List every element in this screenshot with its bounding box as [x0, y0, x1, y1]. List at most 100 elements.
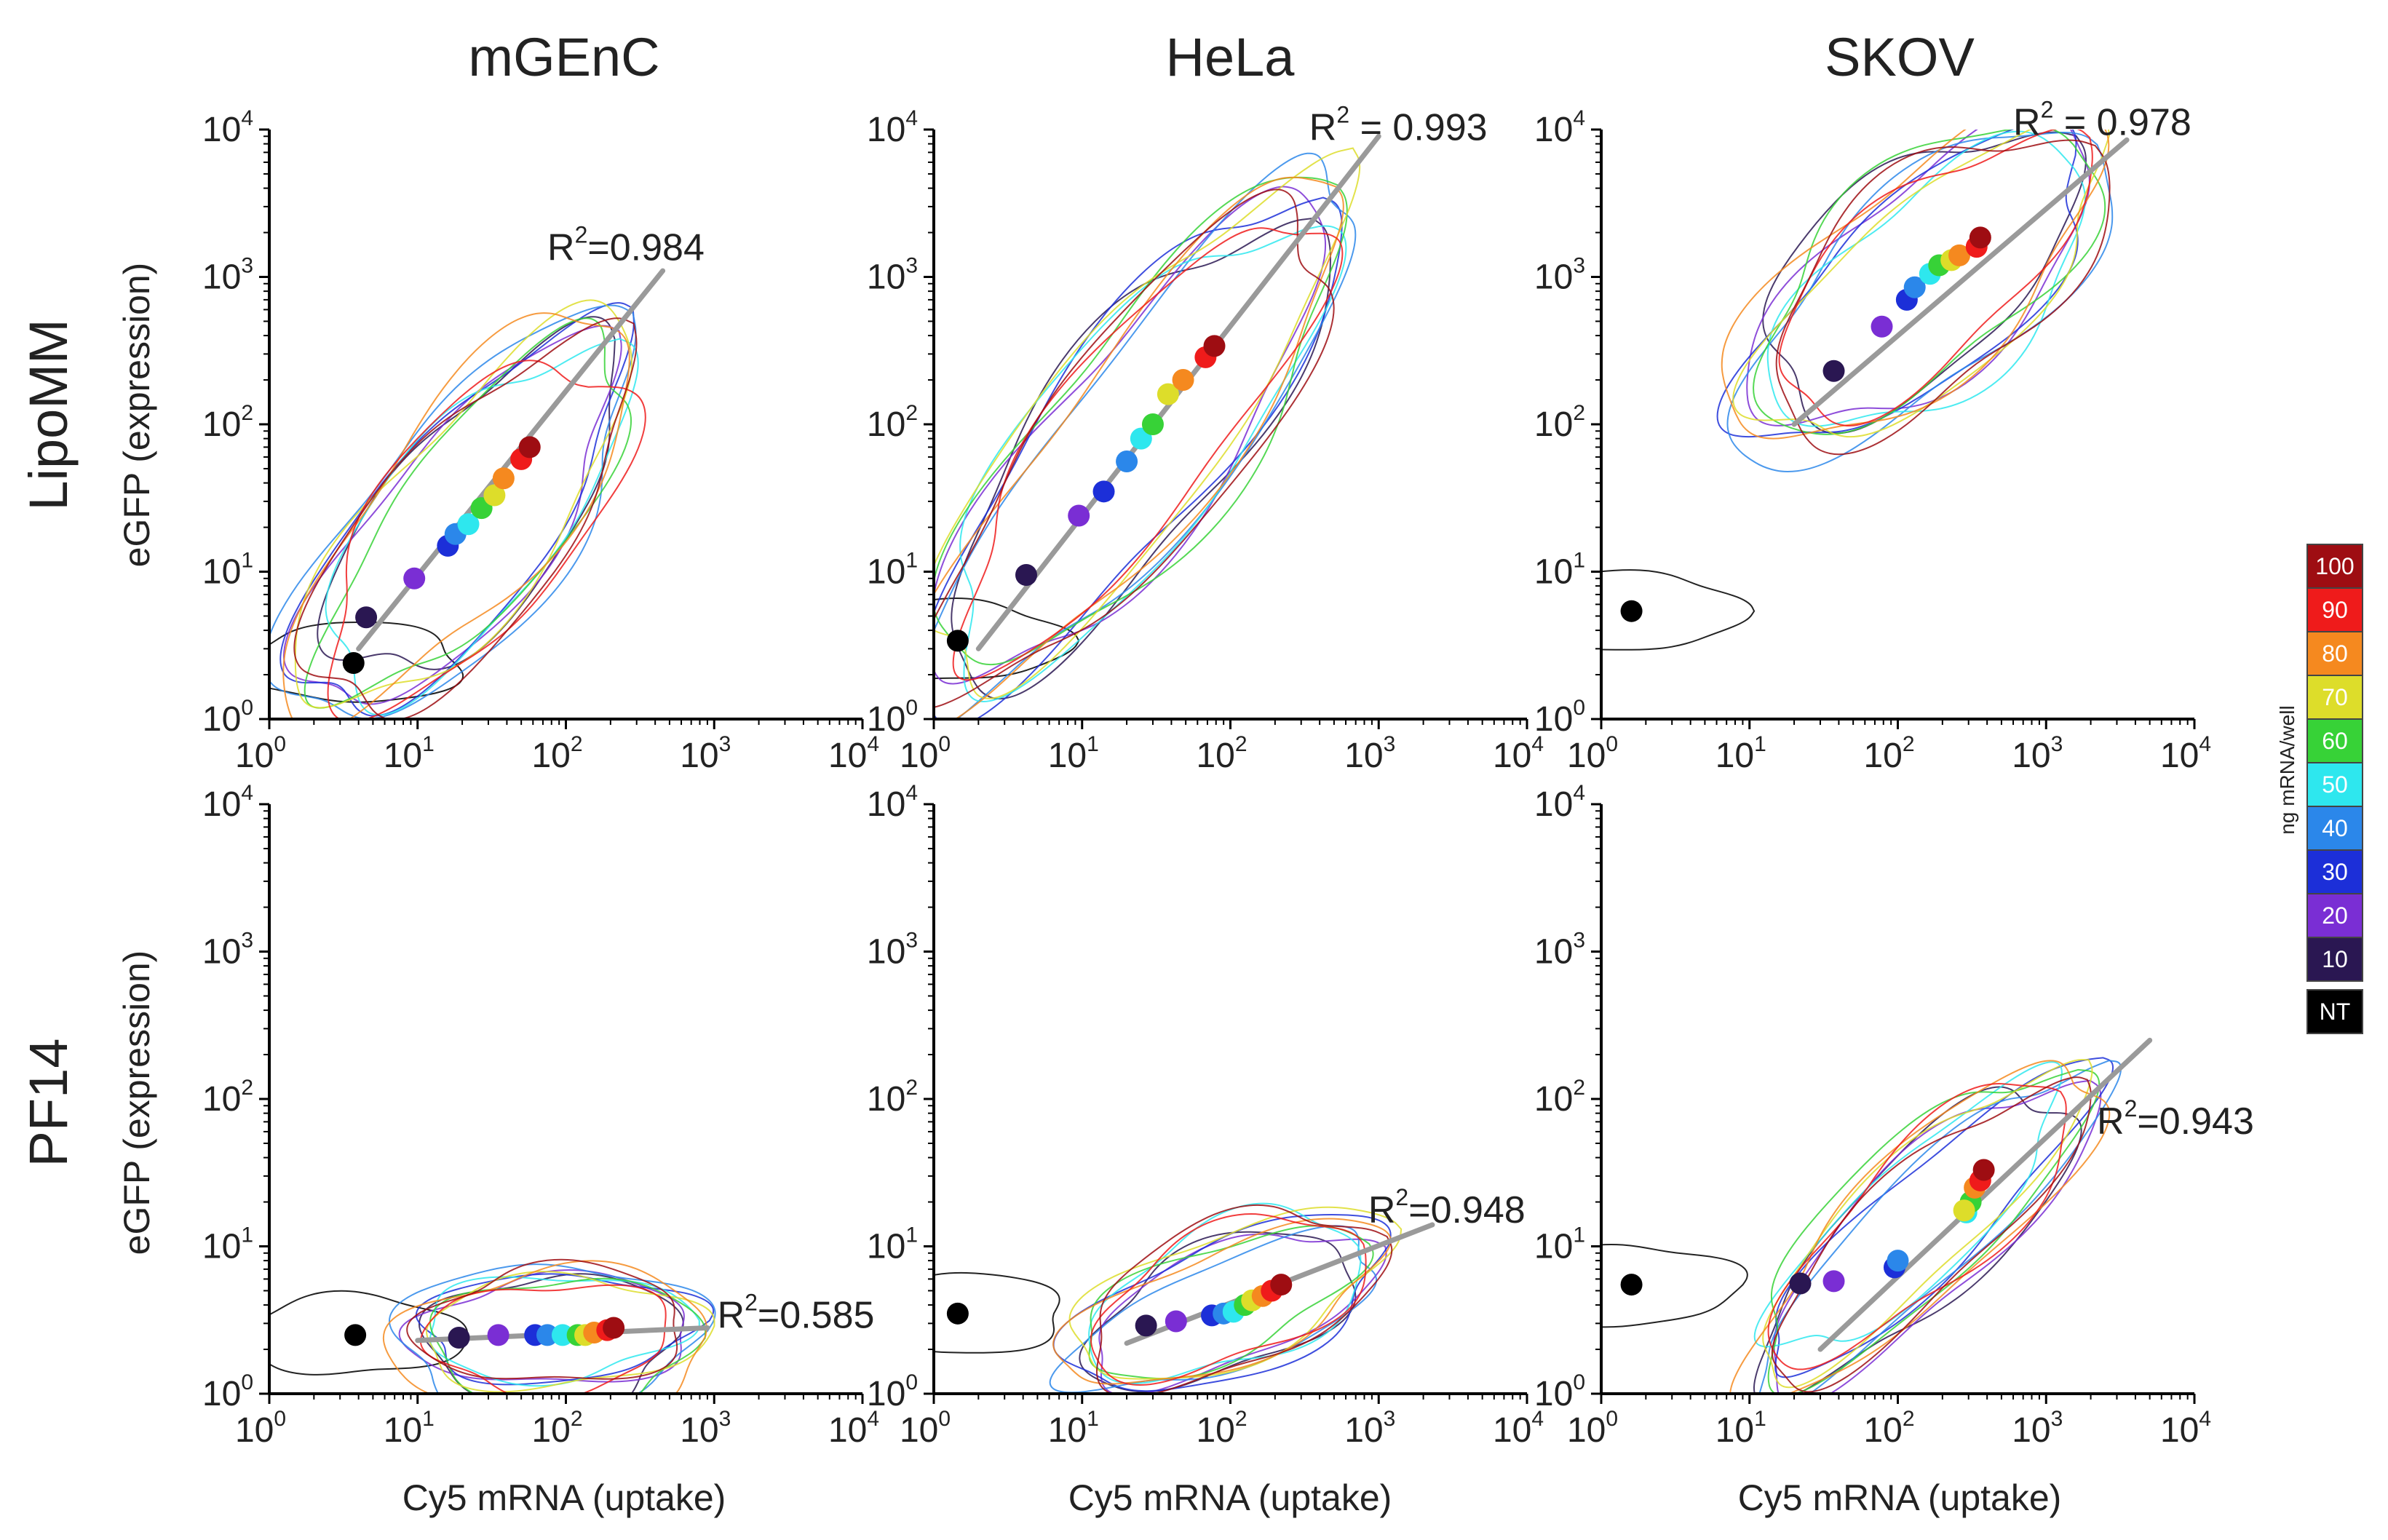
x-tick-label: 103 — [1344, 1407, 1395, 1450]
contour-60 — [1753, 130, 2106, 435]
x-axis-label-hela: Cy5 mRNA (uptake) — [1068, 1477, 1392, 1518]
r-squared-label: R2=0.948 — [1368, 1184, 1526, 1231]
point-10 — [355, 606, 378, 629]
y-tick-label: 104 — [202, 781, 253, 824]
legend-swatch-100 — [2306, 544, 2363, 589]
point-30 — [1092, 480, 1115, 503]
x-axis-label-mgenc: Cy5 mRNA (uptake) — [402, 1477, 726, 1518]
r-squared-label: R2=0.943 — [2097, 1095, 2254, 1143]
point-80 — [1948, 244, 1971, 266]
y-tick-label: 100 — [1534, 1370, 1585, 1413]
x-tick-label: 100 — [900, 1407, 951, 1450]
contour-30 — [934, 197, 1343, 719]
point-70 — [483, 484, 506, 507]
point-100 — [1969, 226, 1991, 249]
x-tick-label: 100 — [1567, 1407, 1618, 1450]
x-tick-label: 102 — [531, 732, 582, 775]
contour-50 — [1088, 1202, 1362, 1385]
point-60 — [1141, 413, 1164, 435]
x-tick-label: 102 — [1196, 732, 1247, 775]
contour-90 — [1778, 130, 2093, 426]
y-tick-label: 103 — [202, 929, 253, 972]
dose-legend: 100 90 80 70 60 50 40 30 20 10 NT ng mRNA/well — [2276, 544, 2363, 1034]
y-tick-label: 101 — [1534, 1223, 1585, 1266]
point-20 — [1871, 315, 1893, 338]
y-tick-label: 104 — [1534, 781, 1585, 824]
x-tick-label: 104 — [828, 1407, 879, 1450]
y-tick-label: 101 — [867, 549, 918, 592]
contour-70 — [934, 147, 1361, 699]
x-tick-label: 103 — [1344, 732, 1395, 775]
x-tick-label: 100 — [1567, 732, 1618, 775]
density-contours — [269, 1258, 716, 1394]
y-tick-label: 101 — [1534, 549, 1585, 592]
contour-80 — [1721, 130, 2110, 440]
x-tick-label: 102 — [1863, 732, 1914, 775]
contour-50 — [1766, 130, 2086, 427]
contour-40 — [388, 1263, 716, 1394]
point-10 — [1822, 360, 1845, 382]
contour-70 — [1068, 1206, 1403, 1380]
point-20 — [487, 1324, 509, 1346]
density-contours — [269, 299, 646, 719]
column-title-skov: SKOV — [1825, 27, 1975, 87]
contour-30 — [415, 1273, 715, 1386]
contour-30 — [1774, 1057, 2114, 1378]
legend-swatch-nt — [2306, 989, 2363, 1034]
y-tick-label: 103 — [1534, 929, 1585, 972]
y-tick-label: 102 — [867, 401, 918, 444]
y-tick-label: 102 — [202, 401, 253, 444]
contour-90 — [952, 227, 1344, 681]
legend-swatch-70 — [2306, 675, 2363, 720]
contour-10 — [1753, 1086, 2082, 1394]
y-tick-label: 103 — [867, 254, 918, 297]
contour-50 — [1753, 1061, 2063, 1348]
contour-nt — [934, 1271, 1060, 1354]
legend-label-70: 70 — [2322, 684, 2348, 710]
contour-40 — [1726, 132, 2114, 472]
column-title-mgenc: mGEnC — [468, 27, 659, 87]
contour-90 — [327, 360, 646, 719]
contour-100 — [934, 188, 1335, 708]
point-20 — [1068, 504, 1090, 527]
x-tick-label: 102 — [531, 1407, 582, 1450]
legend-label-90: 90 — [2322, 597, 2348, 623]
y-tick-label: 100 — [1534, 696, 1585, 739]
x-tick-label: 100 — [235, 732, 286, 775]
contour-50 — [429, 1276, 700, 1387]
contour-70 — [294, 299, 633, 709]
legend-swatch-30 — [2306, 849, 2363, 894]
point-20 — [403, 567, 426, 590]
contour-nt — [934, 598, 1080, 680]
legend-swatch-10 — [2306, 937, 2363, 982]
contour-20 — [282, 325, 622, 705]
point-100 — [603, 1317, 625, 1339]
x-tick-label: 101 — [1048, 1407, 1099, 1450]
legend-label-50: 50 — [2322, 771, 2348, 798]
contour-nt — [1601, 569, 1756, 651]
point-100 — [518, 436, 541, 459]
y-axis-label-top: eGFP (expression) — [116, 263, 157, 568]
contour-40 — [934, 152, 1357, 719]
x-tick-label: 101 — [1715, 1407, 1766, 1450]
r-squared-label: R2=0.984 — [547, 221, 705, 269]
legend-label-20: 20 — [2322, 902, 2348, 929]
y-tick-label: 102 — [202, 1076, 253, 1119]
point-10 — [1015, 564, 1037, 587]
contour-80 — [934, 176, 1344, 719]
r-squared-label: R2 = 0.978 — [2013, 96, 2191, 143]
y-tick-label: 104 — [202, 106, 253, 149]
contour-80 — [1052, 1218, 1393, 1385]
legend-label-80: 80 — [2322, 640, 2348, 667]
point-80 — [492, 467, 515, 490]
y-tick-label: 102 — [867, 1076, 918, 1119]
x-tick-label: 104 — [2160, 732, 2211, 775]
contour-40 — [1049, 1225, 1378, 1394]
y-tick-label: 100 — [867, 696, 918, 739]
point-nt — [946, 1302, 969, 1325]
y-tick-label: 100 — [867, 1370, 918, 1413]
x-tick-label: 104 — [828, 732, 879, 775]
